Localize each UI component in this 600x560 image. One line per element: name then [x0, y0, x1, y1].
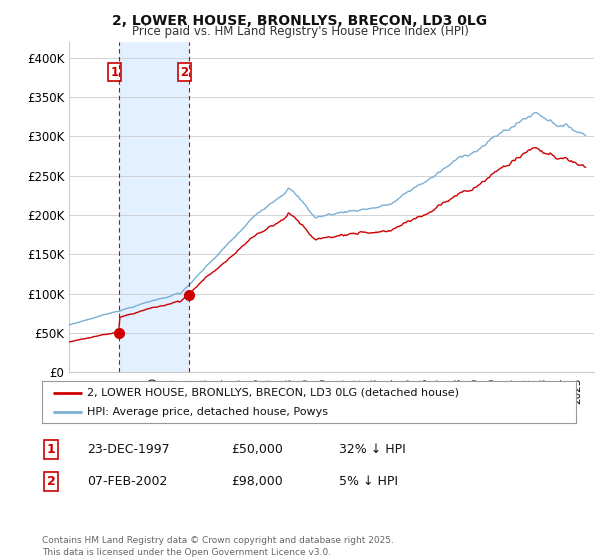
Text: Price paid vs. HM Land Registry's House Price Index (HPI): Price paid vs. HM Land Registry's House … [131, 25, 469, 38]
Text: HPI: Average price, detached house, Powys: HPI: Average price, detached house, Powy… [88, 407, 328, 417]
Text: Contains HM Land Registry data © Crown copyright and database right 2025.
This d: Contains HM Land Registry data © Crown c… [42, 536, 394, 557]
Text: 2: 2 [47, 475, 55, 488]
Text: £98,000: £98,000 [231, 475, 283, 488]
Text: 1: 1 [47, 443, 55, 456]
Text: 2: 2 [180, 66, 188, 78]
Text: 5% ↓ HPI: 5% ↓ HPI [339, 475, 398, 488]
Text: 2, LOWER HOUSE, BRONLLYS, BRECON, LD3 0LG (detached house): 2, LOWER HOUSE, BRONLLYS, BRECON, LD3 0L… [88, 388, 460, 398]
Bar [119, 42, 189, 372]
Text: 32% ↓ HPI: 32% ↓ HPI [339, 443, 406, 456]
Text: 23-DEC-1997: 23-DEC-1997 [87, 443, 170, 456]
Text: 07-FEB-2002: 07-FEB-2002 [87, 475, 167, 488]
Text: 2, LOWER HOUSE, BRONLLYS, BRECON, LD3 0LG: 2, LOWER HOUSE, BRONLLYS, BRECON, LD3 0L… [112, 14, 488, 28]
Text: 1: 1 [110, 66, 118, 78]
Text: £50,000: £50,000 [231, 443, 283, 456]
